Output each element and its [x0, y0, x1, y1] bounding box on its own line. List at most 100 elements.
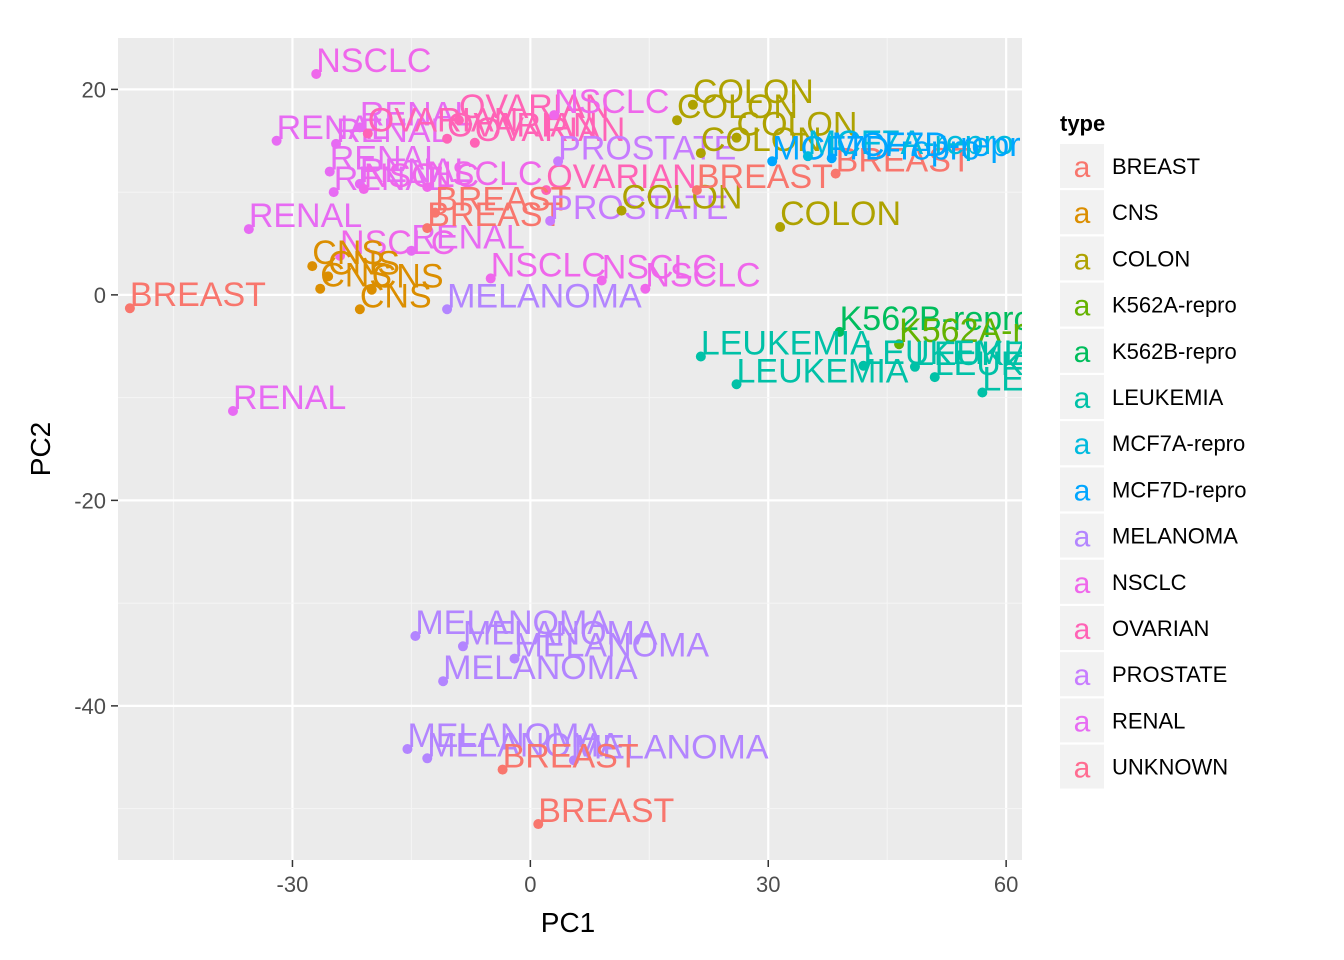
y-tick-label: -40: [74, 694, 106, 719]
legend-key-background: [1060, 698, 1104, 743]
legend-label: COLON: [1112, 246, 1190, 271]
legend-label: K562A-repro: [1112, 293, 1237, 318]
data-point: [366, 284, 377, 295]
data-point-label: BREAST: [538, 792, 674, 830]
legend-label: RENAL: [1112, 708, 1185, 733]
data-point: [402, 744, 413, 755]
y-tick-label: -20: [74, 488, 106, 513]
data-point-label: COLON: [693, 73, 814, 111]
legend-item: a COLON: [1060, 236, 1190, 281]
data-point: [545, 215, 556, 226]
data-point: [469, 137, 480, 148]
panel-background: [118, 38, 1022, 860]
legend-key-background: [1060, 421, 1104, 466]
data-point: [858, 360, 869, 371]
legend-label: NSCLC: [1112, 570, 1187, 595]
data-point: [457, 641, 468, 652]
legend-key-background: [1060, 513, 1104, 558]
data-point-label: BREAST: [836, 142, 972, 180]
legend-key-glyph: a: [1074, 474, 1091, 507]
data-point: [834, 326, 845, 337]
data-point: [533, 819, 544, 830]
data-point: [307, 261, 318, 272]
x-axis-title: PC1: [541, 907, 595, 938]
legend-key-glyph: a: [1074, 521, 1091, 554]
data-point-label: NSCLC: [340, 224, 455, 262]
data-point: [553, 156, 564, 167]
data-point-label: COLON: [780, 195, 901, 233]
x-tick-label: -30: [277, 872, 309, 897]
data-point: [324, 166, 335, 177]
data-point-label: MELANOMA: [514, 627, 709, 665]
legend-item: a NSCLC: [1060, 559, 1187, 604]
legend-label: UNKNOWN: [1112, 755, 1228, 780]
data-point-label: RENAL: [330, 140, 443, 178]
data-point-label: BREAST: [130, 276, 266, 314]
data-point-label: CNS: [328, 244, 400, 282]
data-point: [422, 753, 433, 764]
data-point: [497, 764, 508, 775]
legend-item: a MCF7A-repro: [1060, 421, 1245, 466]
data-point-label: MELANOMA: [427, 726, 622, 764]
data-point: [311, 68, 322, 79]
legend-item: a UNKNOWN: [1060, 744, 1228, 789]
data-point-label: BREAST: [503, 738, 639, 776]
legend-key-background: [1060, 144, 1104, 188]
data-point-label: NSCLC: [491, 246, 606, 284]
x-tick-label: 30: [756, 872, 780, 897]
legend-key-background: [1060, 652, 1104, 697]
data-point: [509, 653, 520, 664]
data-point-label: MELANOMA: [463, 614, 658, 652]
data-point: [442, 304, 453, 315]
data-point-label: NSCLC: [427, 155, 542, 193]
data-point: [691, 185, 702, 196]
data-point: [354, 304, 365, 315]
data-point: [929, 372, 940, 383]
plot-panel: [118, 38, 1022, 860]
legend-item: a LEUKEMIA: [1060, 375, 1224, 419]
data-point: [124, 303, 135, 314]
data-point: [695, 148, 706, 159]
data-point-label: MELANOMA: [415, 604, 610, 642]
data-point: [271, 135, 282, 146]
legend-label: PROSTATE: [1112, 662, 1227, 687]
legend-key-background: [1060, 744, 1104, 789]
x-tick-label: 0: [524, 872, 536, 897]
data-point-label: NSCLC: [316, 42, 431, 80]
data-point: [767, 156, 778, 167]
data-point: [616, 205, 627, 216]
legend-key-glyph: a: [1074, 243, 1091, 276]
data-point: [775, 222, 786, 233]
data-point: [695, 351, 706, 362]
legend-key-background: [1060, 467, 1104, 512]
legend-item: a CNS: [1060, 190, 1158, 235]
legend-item: a K562A-repro: [1060, 282, 1237, 327]
legend-item: a MELANOMA: [1060, 513, 1238, 558]
data-point-label: NSCLC: [645, 257, 760, 295]
legend-label: CNS: [1112, 200, 1158, 225]
legend-label: BREAST: [1112, 154, 1200, 179]
data-point-label: PROSTATE: [550, 189, 728, 227]
data-point: [731, 379, 742, 390]
legend-key-glyph: a: [1074, 613, 1091, 646]
legend-label: OVARIAN: [1112, 616, 1209, 641]
y-tick-label: 0: [94, 283, 106, 308]
data-point-label: PROSTATE: [558, 129, 736, 167]
legend-key-glyph: a: [1074, 705, 1091, 738]
data-point-label: RENAL: [233, 379, 346, 417]
data-point-label: RENAL: [336, 112, 449, 150]
data-point: [227, 405, 238, 416]
data-point-label: NSCLC: [554, 83, 669, 121]
data-point-label: OVARIAN: [546, 158, 697, 196]
data-point: [442, 133, 453, 144]
data-point: [406, 245, 417, 256]
data-point-label: MELANOMA: [574, 728, 769, 766]
legend-key-background: [1060, 282, 1104, 327]
data-point-label: MELANOMA: [443, 649, 638, 687]
data-point: [362, 128, 373, 139]
legend-label: MCF7D-repro: [1112, 477, 1246, 502]
data-point: [358, 184, 369, 195]
legend-key-glyph: a: [1074, 659, 1091, 692]
data-point: [830, 168, 841, 179]
data-point-label: K562A-repro: [899, 312, 1092, 350]
